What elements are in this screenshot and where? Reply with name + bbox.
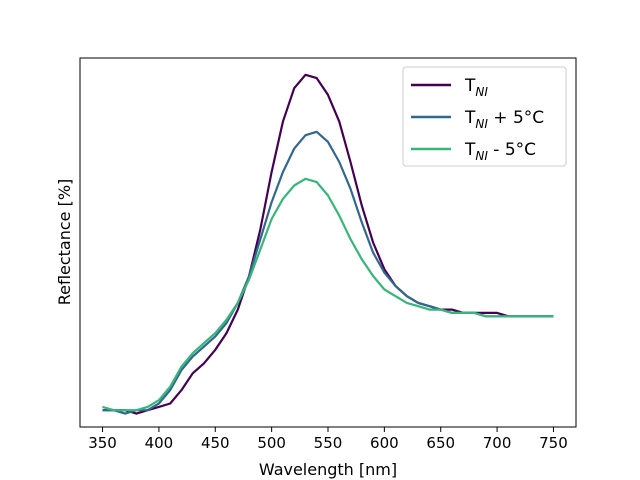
y-axis-label: Reflectance [%]	[55, 179, 74, 306]
legend-label-main-1: T	[464, 108, 476, 128]
legend-label-0: TNI	[464, 76, 488, 99]
series-layer	[102, 73, 554, 415]
x-tick-label-8: 750	[539, 434, 568, 452]
x-axis-label: Wavelength [nm]	[259, 460, 397, 479]
x-tick-label-4: 550	[314, 434, 343, 452]
legend-label-subscript-1: NI	[475, 117, 488, 131]
series-line-2	[102, 177, 554, 412]
x-tick-label-0: 350	[88, 434, 117, 452]
x-tick-label-2: 450	[201, 434, 230, 452]
legend-label-1: TNI + 5°C	[464, 108, 544, 131]
legend-box	[402, 66, 567, 167]
x-tick-label-1: 400	[145, 434, 174, 452]
legend-label-suffix-1: + 5°C	[488, 108, 544, 128]
x-tick-label-7: 700	[483, 434, 512, 452]
x-tick-label-5: 600	[370, 434, 399, 452]
x-tick-label-6: 650	[426, 434, 455, 452]
legend-label-main-2: T	[464, 140, 476, 160]
legend-label-subscript-2: NI	[475, 149, 488, 163]
legend-label-main-0: T	[464, 76, 476, 96]
x-tick-label-3: 500	[257, 434, 286, 452]
legend-label-subscript-0: NI	[475, 85, 488, 99]
legend-label-2: TNI - 5°C	[464, 140, 536, 163]
x-axis-ticks: 350 400 450 500 550 600 650 700 750	[88, 427, 568, 452]
legend-label-suffix-2: - 5°C	[488, 140, 536, 160]
